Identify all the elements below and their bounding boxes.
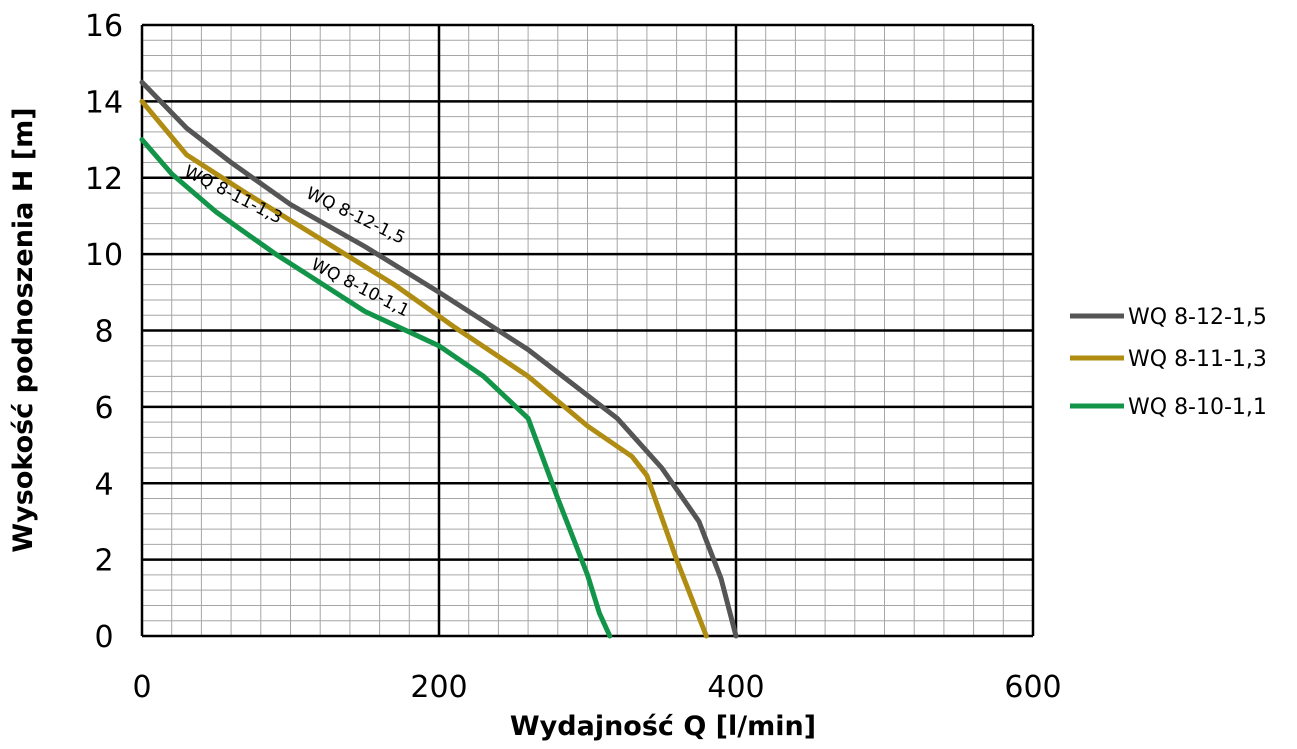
series-line-2 — [139, 98, 709, 639]
y-tick-label: 2 — [94, 544, 113, 579]
x-tick-label: 0 — [132, 670, 151, 705]
y-tick-labels: 0 2 4 6 8 10 12 14 16 — [85, 9, 123, 655]
legend-label-1: WQ 8-12-1,5 — [1128, 305, 1267, 330]
x-tick-label: 200 — [410, 670, 467, 705]
y-tick-label: 12 — [85, 162, 123, 197]
y-axis-title: Wysokość podnoszenia H [m] — [8, 107, 39, 552]
x-tick-label: 600 — [1004, 670, 1061, 705]
legend-label-3: WQ 8-10-1,1 — [1128, 395, 1267, 420]
x-axis-title: Wydajność Q [l/min] — [510, 711, 816, 742]
series-line-1 — [139, 79, 739, 639]
y-tick-label: 8 — [94, 315, 113, 350]
y-tick-label: 10 — [85, 238, 123, 273]
y-tick-label: 16 — [85, 9, 123, 44]
y-tick-label: 6 — [94, 391, 113, 426]
curve-labels: WQ 8-12-1,5WQ 8-11-1,3WQ 8-10-1,1 — [181, 162, 413, 322]
series-lines — [139, 79, 739, 639]
series-line-3 — [139, 137, 613, 639]
legend: WQ 8-12-1,5 WQ 8-11-1,3 WQ 8-10-1,1 — [1070, 305, 1267, 420]
major-grid — [140, 23, 1035, 638]
x-tick-labels: 0 200 400 600 — [132, 670, 1061, 705]
y-tick-label: 4 — [94, 467, 113, 502]
x-tick-label: 400 — [707, 670, 764, 705]
y-tick-label: 0 — [94, 620, 113, 655]
legend-label-2: WQ 8-11-1,3 — [1128, 347, 1267, 372]
y-tick-label: 14 — [85, 85, 123, 120]
